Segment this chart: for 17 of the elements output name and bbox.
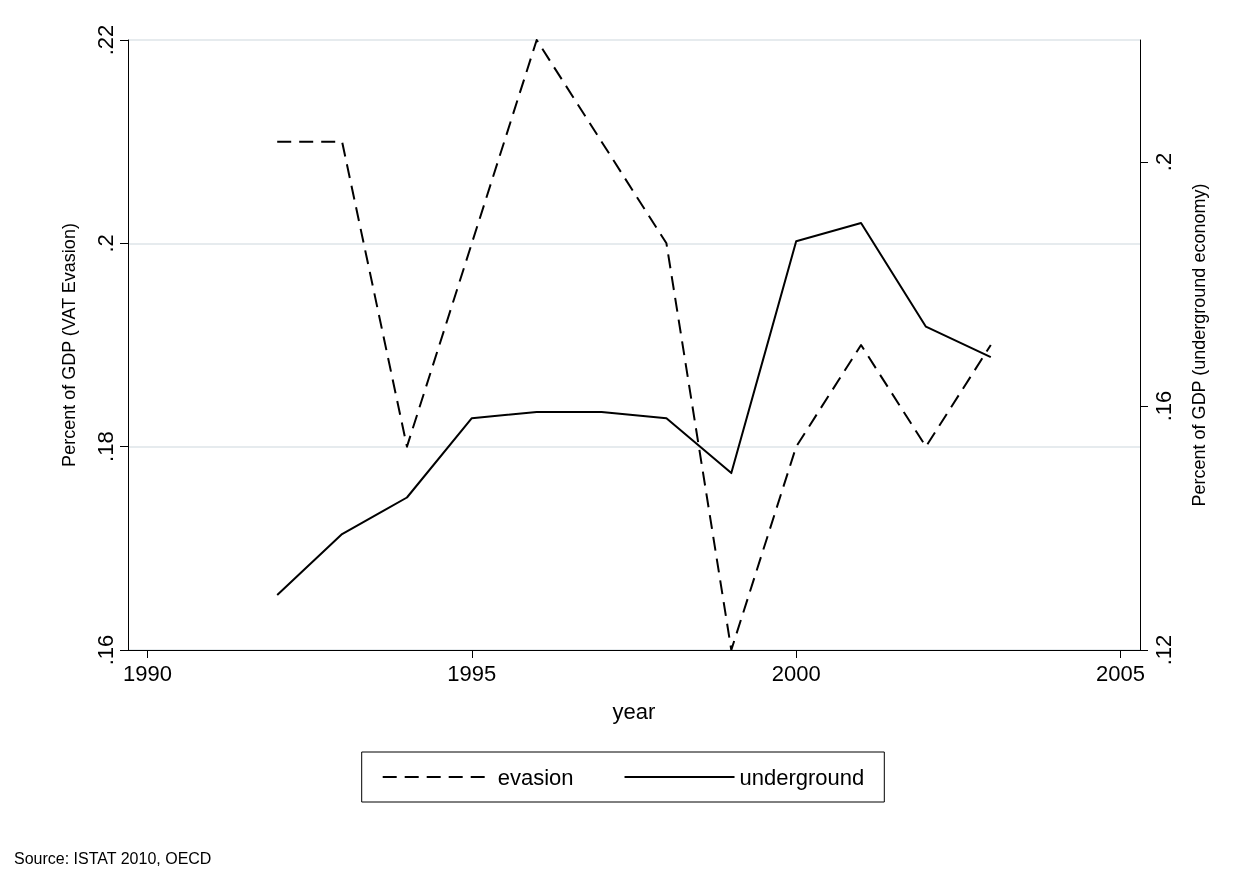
x-tick-label: 2005 xyxy=(1096,660,1146,686)
y2-tick-label: .2 xyxy=(1150,152,1176,172)
y-tick-label: .18 xyxy=(92,431,118,462)
x-tick-label: 2000 xyxy=(771,660,821,686)
source-note: Source: ISTAT 2010, OECD xyxy=(14,849,212,867)
x-tick-label: 1995 xyxy=(447,660,497,686)
x-tick-label: 1990 xyxy=(122,660,172,686)
legend-label: evasion xyxy=(497,764,574,790)
y2-tick-label: .16 xyxy=(1150,390,1176,422)
y-tick-label: .22 xyxy=(92,24,118,56)
y-tick-label: .2 xyxy=(92,234,118,253)
y2-tick-label: .12 xyxy=(1150,634,1176,666)
y2-axis-title: Percent of GDP (underground economy) xyxy=(1189,183,1209,507)
legend-label: underground xyxy=(739,764,865,790)
x-axis-title: year xyxy=(612,698,656,724)
y-tick-label: .16 xyxy=(92,634,118,666)
y-axis-title: Percent of GDP (VAT Evasion) xyxy=(59,223,79,467)
